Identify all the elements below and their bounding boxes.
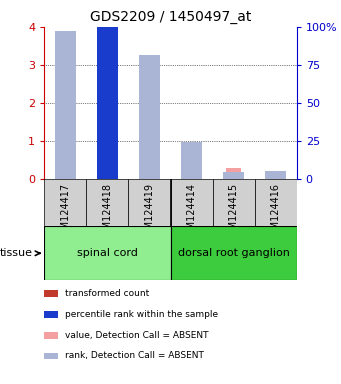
Title: GDS2209 / 1450497_at: GDS2209 / 1450497_at bbox=[90, 10, 251, 25]
Text: tissue: tissue bbox=[0, 248, 40, 258]
Bar bbox=[226, 168, 241, 179]
Text: GSM124418: GSM124418 bbox=[102, 183, 113, 242]
Bar bbox=[170, 226, 297, 280]
Bar bbox=[44, 179, 86, 226]
Text: dorsal root ganglion: dorsal root ganglion bbox=[178, 248, 290, 258]
Text: transformed count: transformed count bbox=[65, 289, 149, 298]
Text: spinal cord: spinal cord bbox=[77, 248, 138, 258]
Bar bbox=[44, 226, 170, 280]
Bar bbox=[86, 179, 129, 226]
Bar bbox=[265, 170, 286, 179]
Bar bbox=[170, 179, 212, 226]
Text: GSM124414: GSM124414 bbox=[187, 183, 196, 242]
Bar bbox=[58, 48, 73, 179]
Bar bbox=[268, 170, 283, 179]
Bar bbox=[181, 142, 202, 179]
Bar bbox=[142, 135, 157, 179]
Bar bbox=[184, 151, 199, 179]
Bar bbox=[223, 172, 244, 179]
Bar bbox=[97, 27, 118, 179]
Bar bbox=[129, 179, 170, 226]
Text: GSM124419: GSM124419 bbox=[145, 183, 154, 242]
Text: percentile rank within the sample: percentile rank within the sample bbox=[65, 310, 218, 319]
Bar bbox=[255, 179, 297, 226]
Bar bbox=[139, 55, 160, 179]
Text: GSM124415: GSM124415 bbox=[228, 183, 239, 242]
Bar bbox=[55, 31, 76, 179]
Text: value, Detection Call = ABSENT: value, Detection Call = ABSENT bbox=[65, 331, 208, 340]
Text: GSM124416: GSM124416 bbox=[271, 183, 281, 242]
Bar bbox=[100, 52, 115, 179]
Text: GSM124417: GSM124417 bbox=[60, 183, 70, 242]
Bar bbox=[212, 179, 255, 226]
Text: rank, Detection Call = ABSENT: rank, Detection Call = ABSENT bbox=[65, 351, 204, 361]
